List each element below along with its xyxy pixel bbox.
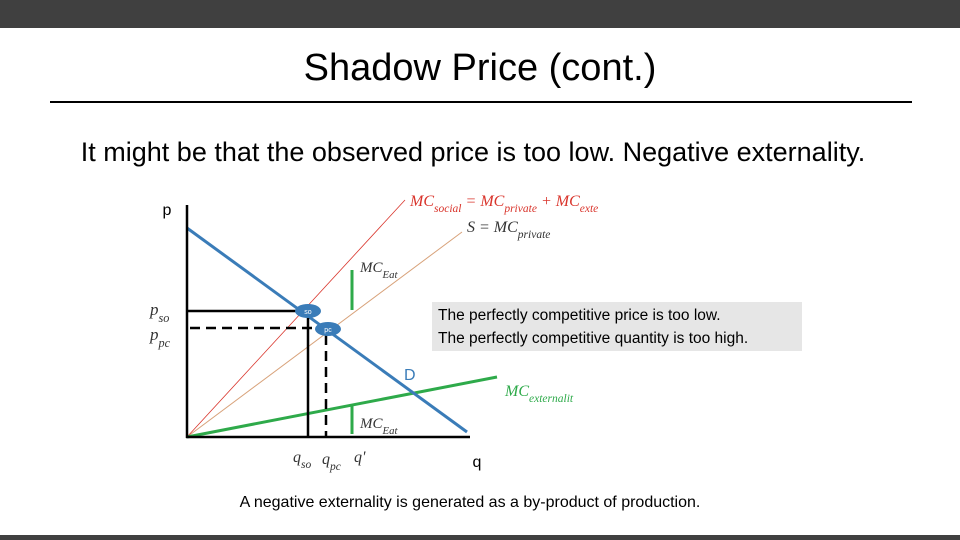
qty-prime-label: q' [354, 449, 366, 466]
subscript: so [159, 311, 170, 325]
supply-curve-label: S = MCprivate [467, 219, 550, 241]
text-part: q [293, 449, 301, 466]
text-part: MC [409, 193, 434, 210]
y-axis-label: p [163, 202, 172, 219]
subscript: Eat [382, 269, 399, 281]
text-part: MC [359, 260, 383, 276]
bottom-bar [0, 535, 960, 540]
qty-pc-label: qpc [322, 451, 341, 473]
subscript: Eat [382, 425, 399, 437]
subscript: social [434, 203, 462, 215]
text-part: + MC [537, 193, 580, 210]
subscript: exte [580, 203, 599, 215]
text-part: S = [467, 219, 494, 236]
text-part: MC [493, 219, 518, 236]
qty-so-label: qso [293, 449, 311, 471]
marker-so [295, 304, 321, 318]
text-part: MC [504, 383, 529, 400]
text-part: q [322, 451, 330, 468]
social-curve-label: MCsocial = MCprivate + MCexte [409, 193, 598, 215]
subscript: private [503, 203, 537, 215]
subscript: so [301, 459, 311, 471]
price-pc-label: ppc [149, 325, 171, 350]
callout-line: The perfectly competitive quantity is to… [438, 330, 748, 347]
subscript: externalit [529, 393, 574, 405]
price-so-label: pso [149, 300, 169, 325]
marker-pc-label: pc [324, 327, 332, 334]
subscript: pc [329, 461, 341, 473]
gap-label-upper: MCEat [359, 260, 398, 281]
gap-label-lower: MCEat [359, 416, 398, 437]
x-axis-label: q [473, 454, 482, 471]
marker-so-label: so [304, 309, 312, 316]
text-part: MC [359, 416, 383, 432]
subtitle: It might be that the observed price is t… [81, 137, 865, 167]
title: Shadow Price (cont.) [304, 47, 657, 89]
marker-pc [315, 322, 341, 336]
top-bar [0, 0, 960, 28]
callout-line: The perfectly competitive price is too l… [438, 307, 721, 324]
social-cost-curve [186, 199, 406, 438]
footer-note: A negative externality is generated as a… [240, 494, 701, 511]
externality-curve [186, 375, 498, 439]
demand-label: D [404, 367, 416, 384]
text-part: p [149, 300, 159, 319]
text-part: p [149, 325, 159, 344]
subscript: private [517, 229, 551, 241]
externality-curve-label: MCexternalit [504, 383, 574, 405]
callout-box [432, 302, 802, 351]
text-part: = MC [462, 193, 505, 210]
subscript: pc [158, 336, 171, 350]
